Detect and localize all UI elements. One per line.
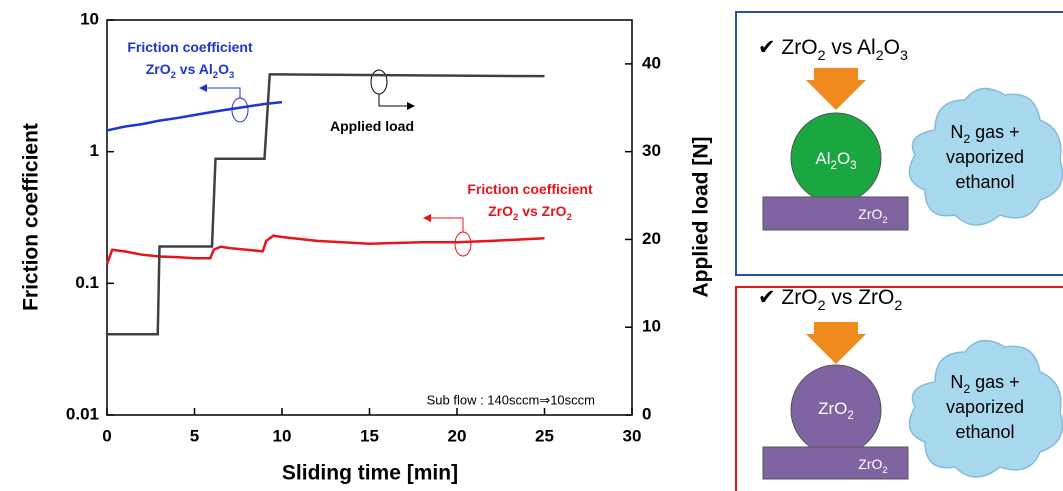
series-label-part: ZrO <box>146 61 171 77</box>
annotation-markers <box>200 70 471 256</box>
series-label-part: vs Al <box>176 61 213 77</box>
cloud-text: ethanol <box>955 422 1014 442</box>
y-axis-title: Friction coefficient <box>20 123 43 311</box>
series-label-part: 3 <box>229 70 234 81</box>
substrate-label-part: 2 <box>882 215 887 226</box>
cloud-text-part: ethanol <box>955 422 1014 442</box>
panel-title-part: 2 <box>818 298 826 314</box>
panel-title-part: ✔ ZrO <box>758 286 818 309</box>
series-label: Friction coefficient <box>127 39 253 55</box>
cloud-text-part: vaporized <box>946 397 1024 417</box>
ball-label-part: Al <box>815 149 830 168</box>
series-label-part: Applied load <box>330 118 414 134</box>
panel-title: ✔ ZrO2 vs Al2O3 <box>758 36 908 64</box>
series-label: Applied load <box>330 118 414 134</box>
x-axis-title: Sliding time [min] <box>282 462 458 485</box>
panel-title-part: ✔ ZrO <box>758 36 818 59</box>
cloud-text-part: N <box>950 372 963 392</box>
panel-title-part: O <box>884 36 900 59</box>
x-tick-label: 25 <box>535 426 554 445</box>
series-label-part: O <box>218 61 229 77</box>
ball-label-part: 2 <box>847 410 853 422</box>
panel-title-part: 2 <box>894 298 902 314</box>
panel-title-part: 2 <box>876 48 884 64</box>
x-tick-label: 20 <box>448 426 467 445</box>
figure: Friction coefficient Applied load [N] Sl… <box>0 0 1063 491</box>
x-tick-label: 0 <box>102 426 111 445</box>
y-tick-label: 10 <box>80 9 99 28</box>
series-line <box>107 236 545 264</box>
cloud-text-part: gas + <box>970 372 1020 392</box>
x-tick-label: 15 <box>360 426 379 445</box>
cloud-text-part: gas + <box>970 122 1020 142</box>
y2-tick-label: 10 <box>642 317 661 336</box>
series-label-part: vs ZrO <box>518 203 566 219</box>
page: {"chart_data": {"type": "line", "x_label… <box>0 0 1063 491</box>
cloud-text: vaporized <box>946 147 1024 167</box>
cloud-text: ethanol <box>955 172 1014 192</box>
cloud-text-part: N <box>950 122 963 142</box>
series-line <box>107 74 545 334</box>
y-tick-label: 1 <box>90 141 99 160</box>
ball-label-part: ZrO <box>818 399 847 418</box>
ball-label-part: O <box>837 149 850 168</box>
series-label-part: Friction coefficient <box>467 181 593 197</box>
x-tick-label: 5 <box>190 426 199 445</box>
cloud-text: vaporized <box>946 397 1024 417</box>
series-line <box>107 102 282 130</box>
x-tick-label: 10 <box>273 426 292 445</box>
cloud-text-part: vaporized <box>946 147 1024 167</box>
cloud-text-part: ethanol <box>955 172 1014 192</box>
load-arrow <box>806 322 866 364</box>
substrate-label-part: ZrO <box>858 206 882 222</box>
y2-tick-label: 30 <box>642 141 661 160</box>
note: Sub flow : 140sccm⇒10sccm <box>427 392 595 407</box>
series-label: Friction coefficient <box>467 181 593 197</box>
series-label-part: ZrO <box>488 203 513 219</box>
substrate-label-part: 2 <box>882 465 887 476</box>
load-arrow <box>806 68 866 110</box>
y2-tick-label: 40 <box>642 53 661 72</box>
panel-title: ✔ ZrO2 vs ZrO2 <box>758 286 902 314</box>
panel-title-part: 2 <box>818 48 826 64</box>
series-label: ZrO2 vs ZrO2 <box>488 203 572 223</box>
panel-title-part: 3 <box>900 48 908 64</box>
series-label-part: 2 <box>567 212 572 223</box>
series-label-part: Friction coefficient <box>127 39 253 55</box>
y2-tick-label: 0 <box>642 404 651 423</box>
panel-title-part: vs ZrO <box>826 286 895 309</box>
series-label: ZrO2 vs Al2O3 <box>146 61 235 81</box>
ball-label-part: 3 <box>850 160 856 172</box>
x-tick-label: 30 <box>623 426 642 445</box>
y-tick-label: 0.01 <box>66 404 99 423</box>
y2-axis-title: Applied load [N] <box>690 137 713 298</box>
substrate-label-part: ZrO <box>858 456 882 472</box>
panel-title-part: vs Al <box>826 36 876 59</box>
y2-tick-label: 20 <box>642 229 661 248</box>
y-tick-label: 0.1 <box>75 273 99 292</box>
